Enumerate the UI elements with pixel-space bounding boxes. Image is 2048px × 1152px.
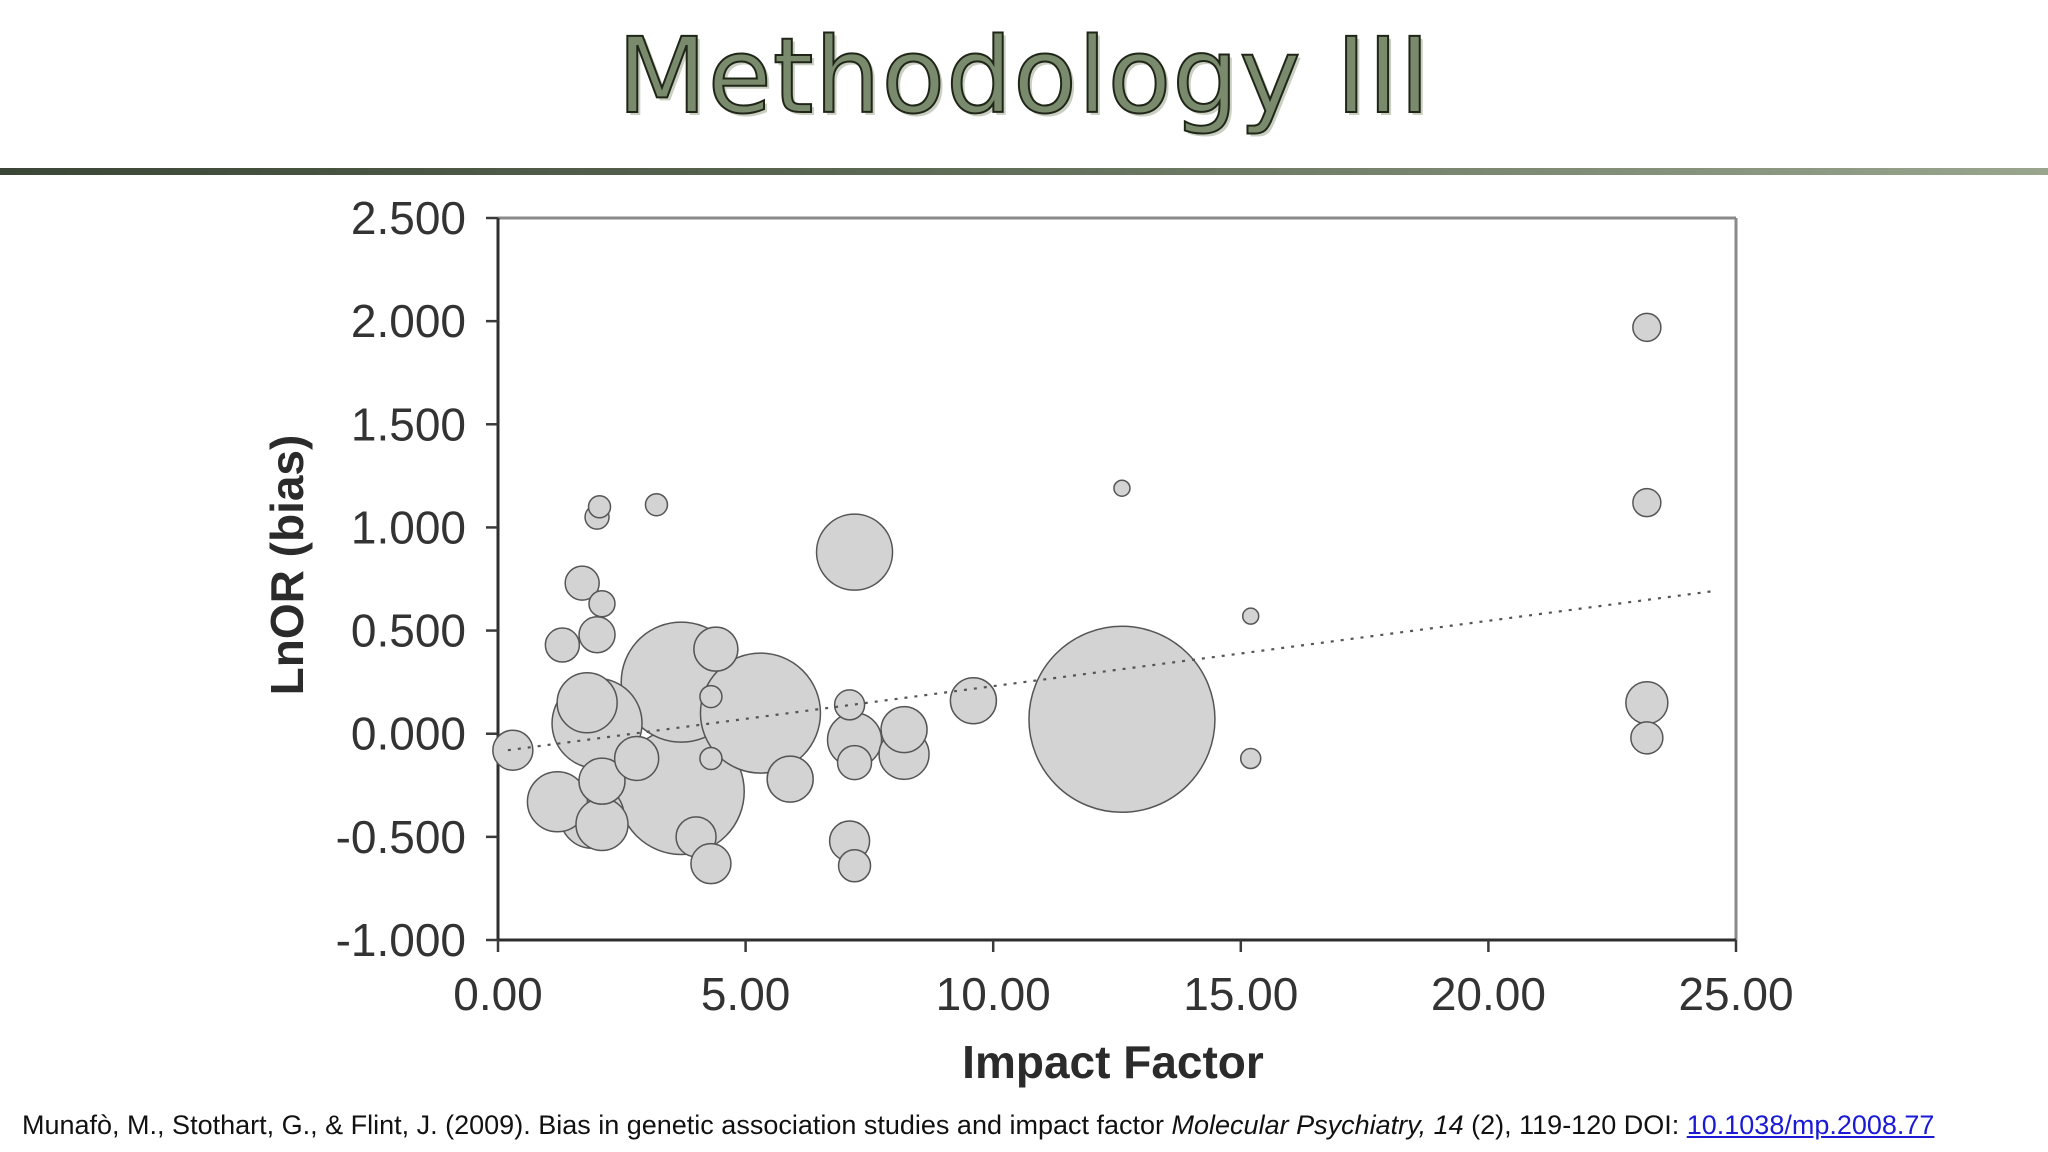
data-point-3 xyxy=(564,565,600,601)
data-point-12 xyxy=(575,797,629,852)
title-divider xyxy=(0,168,2048,175)
y-tick-label-7: -1.000 xyxy=(336,914,466,966)
doi-link[interactable]: 10.1038/mp.2008.77 xyxy=(1686,1110,1935,1140)
data-point-35 xyxy=(1241,607,1260,625)
data-point-38 xyxy=(1632,487,1662,518)
data-point-7 xyxy=(578,615,616,654)
x-tick-label-2: 10.00 xyxy=(936,968,1051,1020)
data-point-32 xyxy=(949,676,998,725)
data-point-18 xyxy=(699,746,723,771)
data-point-33 xyxy=(1028,625,1216,814)
data-point-21 xyxy=(693,626,739,672)
data-point-26 xyxy=(837,848,872,883)
citation: Munafò, M., Stothart, G., & Flint, J. (2… xyxy=(22,1108,2032,1142)
x-tick-label-3: 15.00 xyxy=(1183,968,1298,1020)
scatter-chart: 2.500 2.000 1.500 1.000 0.500 0.000 -0.500 -1.0… xyxy=(261,192,1794,1088)
data-points xyxy=(492,312,1669,885)
data-point-23 xyxy=(766,755,814,803)
data-point-22 xyxy=(699,652,822,774)
data-point-24 xyxy=(833,689,866,721)
y-tick-label-4: 0.500 xyxy=(351,605,466,657)
x-tick-label-4: 20.00 xyxy=(1431,968,1546,1020)
citation-authors: Munafò, M., Stothart, G., & Flint, J. (2… xyxy=(22,1110,1172,1140)
data-point-31 xyxy=(880,705,928,754)
y-axis-label: LnOR (bias) xyxy=(261,435,313,696)
data-point-10 xyxy=(588,590,616,618)
data-point-2 xyxy=(544,627,581,663)
data-point-29 xyxy=(815,513,894,591)
data-point-34 xyxy=(1113,479,1131,497)
y-tick-label-0: 2.500 xyxy=(351,192,466,244)
citation-issue-pages: (2), 119-120 DOI: xyxy=(1463,1110,1687,1140)
x-tick-label-1: 5.00 xyxy=(701,968,791,1020)
data-point-27 xyxy=(836,744,873,781)
axis-ticks: 2.500 2.000 1.500 1.000 0.500 0.000 -0.500 -1.0… xyxy=(336,192,1794,1020)
y-tick-label-2: 1.500 xyxy=(351,398,466,450)
y-tick-label-1: 2.000 xyxy=(351,295,466,347)
y-tick-label-3: 1.000 xyxy=(351,501,466,553)
data-point-36 xyxy=(1239,747,1262,770)
x-axis-label: Impact Factor xyxy=(962,1036,1264,1088)
x-tick-label-0: 0.00 xyxy=(453,968,543,1020)
slide-title: Methodology III xyxy=(616,14,1431,138)
citation-journal: Molecular Psychiatry, 14 xyxy=(1171,1110,1464,1140)
data-point-37 xyxy=(1632,312,1662,343)
data-point-14 xyxy=(644,492,669,517)
data-point-40 xyxy=(1630,721,1664,755)
data-point-4 xyxy=(556,672,618,734)
data-point-39 xyxy=(1625,681,1669,725)
x-tick-label-5: 25.00 xyxy=(1678,968,1793,1020)
data-point-19 xyxy=(690,842,732,885)
trendline xyxy=(507,590,1712,752)
data-point-9 xyxy=(587,495,612,519)
data-point-0 xyxy=(492,729,534,771)
data-point-13 xyxy=(613,735,660,782)
data-point-11 xyxy=(578,757,626,805)
y-tick-label-6: -0.500 xyxy=(336,811,466,863)
y-tick-label-5: 0.000 xyxy=(351,708,466,760)
data-point-20 xyxy=(699,684,723,709)
data-point-1 xyxy=(526,771,589,833)
trendline-group xyxy=(507,590,1712,752)
